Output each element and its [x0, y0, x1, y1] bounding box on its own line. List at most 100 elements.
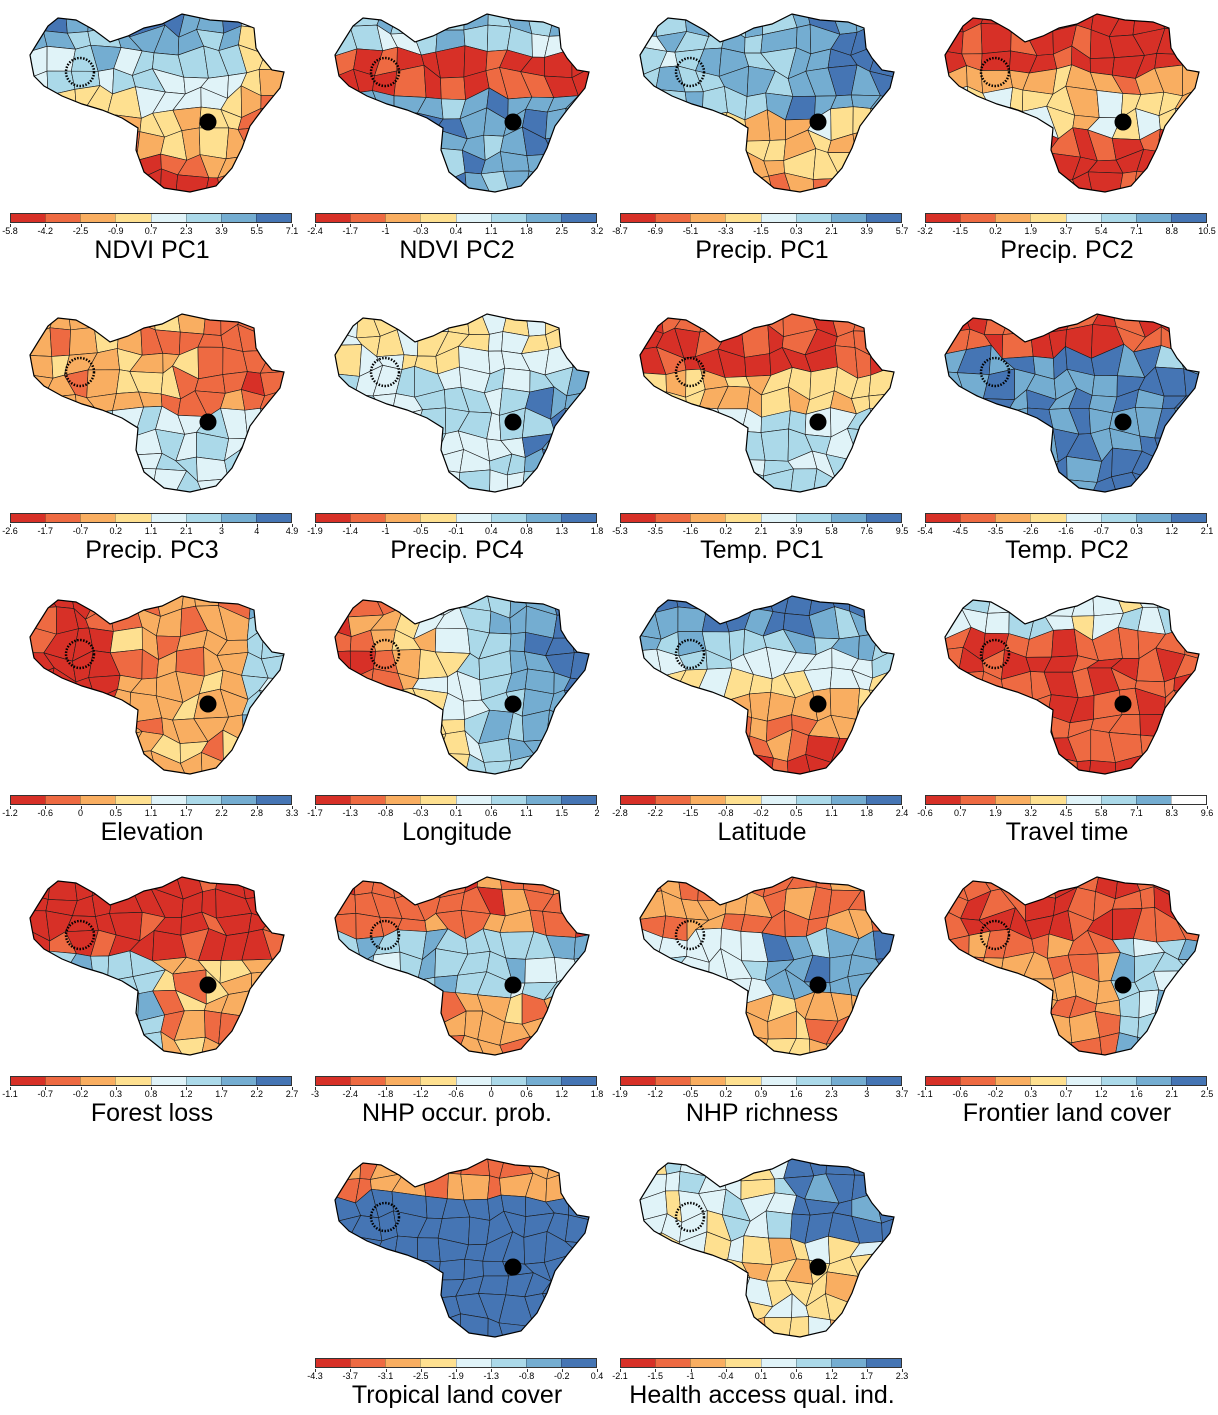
map-region [440, 76, 466, 101]
legend-swatch [1100, 514, 1136, 522]
map-region [259, 714, 284, 743]
legend-swatch [621, 1359, 656, 1367]
tick-mark [1030, 806, 1032, 809]
map-region [566, 1314, 589, 1337]
map-region [653, 1252, 679, 1281]
map-region [850, 152, 873, 183]
map-region [740, 1036, 769, 1055]
map-region [744, 14, 763, 39]
map-region [243, 740, 266, 763]
map-region [258, 429, 284, 452]
tick-mark [456, 224, 457, 227]
map-region [699, 1258, 729, 1279]
choropleth-map [29, 876, 285, 1056]
map-region [441, 1159, 465, 1175]
map-region [99, 1011, 117, 1045]
tick-mark [1066, 806, 1067, 809]
map-region [373, 711, 403, 735]
map-region [985, 999, 1010, 1023]
choropleth-map [334, 595, 590, 775]
tick-label: -1.7 [307, 808, 323, 818]
legend-ticks: -5.4 -4.5 -3.5 -2.6 -1.6 -0.7 0.3 1.2 2.… [917, 524, 1217, 536]
lake-region-mark [504, 976, 522, 994]
map-region [509, 632, 527, 653]
tick-mark [620, 806, 621, 809]
map-region [64, 126, 93, 156]
map-region [665, 1171, 681, 1192]
map-region [870, 330, 894, 356]
tick-label: 1.7 [215, 1089, 228, 1099]
legend-ticks: -0.6 0.7 1.9 3.2 4.5 5.8 7.1 8.3 9.6 [917, 806, 1217, 818]
map-region [744, 353, 772, 377]
legend-ticks: -2.1 -1.5 -1 -0.4 0.1 0.6 1.2 1.7 2.3 [612, 1369, 912, 1381]
tick-mark [420, 806, 422, 809]
panel-title: Precip. PC3 [85, 536, 219, 564]
map-region [1139, 714, 1167, 738]
legend-swatch [621, 214, 656, 222]
map-region [640, 689, 667, 724]
map-region [30, 1012, 51, 1036]
map-region [1176, 1014, 1199, 1046]
legend-swatch [1170, 514, 1206, 522]
tick-mark [10, 1087, 11, 1090]
map-region [1174, 431, 1199, 460]
map-region [107, 454, 141, 483]
tick-label: 2.5 [555, 226, 568, 236]
tick-mark [385, 224, 387, 227]
legend-swatch [316, 1077, 351, 1085]
map-region [91, 148, 122, 180]
map-region [945, 106, 970, 132]
tick-mark [866, 806, 868, 809]
map-region [717, 128, 748, 158]
map-region [958, 479, 992, 492]
tick-label: 1.9 [989, 808, 1002, 818]
legend-swatch [1100, 796, 1136, 804]
choropleth-map [639, 595, 895, 775]
map-region [46, 45, 76, 72]
map-region [1003, 173, 1034, 192]
tick-label: -3.1 [377, 1371, 394, 1381]
map-region [573, 955, 589, 976]
map-region [702, 709, 724, 740]
tick-mark [315, 524, 316, 527]
map-region [575, 469, 589, 492]
map-region [640, 429, 665, 461]
tick-label: -1.3 [342, 808, 358, 818]
tick-label: -1.4 [342, 526, 358, 536]
map-region [1022, 1013, 1050, 1038]
map-panel-nhp-richness: -1.9 -1.2 -0.5 0.2 0.9 1.6 2.3 3 3.7 NHP… [612, 863, 912, 1133]
legend-ticks: -3 -2.4 -1.8 -1.2 -0.6 0 0.6 1.2 1.8 [307, 1087, 607, 1099]
panel-title: Tropical land cover [351, 1381, 563, 1409]
map-region [1023, 468, 1056, 492]
map-region [45, 448, 76, 480]
map-region [564, 176, 589, 192]
map-region [871, 25, 894, 58]
legend-swatch [455, 1077, 491, 1085]
tick-label: 0.8 [520, 526, 533, 536]
legend-swatch [316, 214, 351, 222]
legend-swatch [995, 1077, 1031, 1085]
tick-mark [831, 524, 833, 527]
map-region [640, 86, 660, 112]
map-region [721, 735, 751, 755]
tick-label: -2.4 [307, 226, 323, 236]
map-region [740, 596, 774, 612]
map-region [1005, 433, 1034, 461]
map-region [666, 1293, 685, 1325]
legend-swatch [80, 214, 116, 222]
map-region [346, 752, 378, 774]
choropleth-map [334, 13, 590, 193]
tick-label: -3.5 [987, 526, 1004, 536]
map-region [1155, 171, 1176, 192]
tick-label: 2.4 [895, 808, 909, 818]
tick-label: 3 [218, 526, 224, 536]
map-region [676, 1314, 702, 1337]
tick-label: -1.1 [917, 1089, 933, 1099]
map-region [412, 14, 443, 34]
map-region [640, 469, 668, 492]
map-region [700, 737, 727, 754]
legend-swatch [350, 1077, 386, 1085]
tick-label: 0.2 [989, 226, 1002, 236]
tick-label: -0.2 [553, 1371, 570, 1381]
map-region [1184, 628, 1199, 660]
